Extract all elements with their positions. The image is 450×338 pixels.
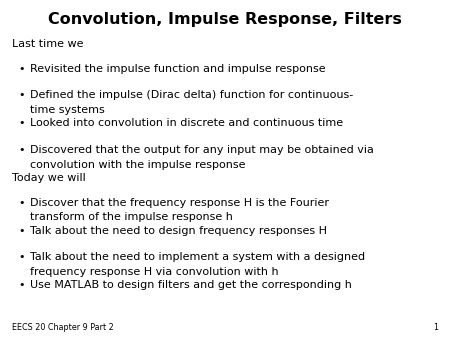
- Text: •: •: [19, 226, 25, 236]
- Text: Discovered that the output for any input may be obtained via: Discovered that the output for any input…: [30, 145, 374, 155]
- Text: •: •: [19, 91, 25, 100]
- Text: time systems: time systems: [30, 105, 105, 115]
- Text: •: •: [19, 252, 25, 263]
- Text: •: •: [19, 145, 25, 155]
- Text: •: •: [19, 281, 25, 290]
- Text: Talk about the need to implement a system with a designed: Talk about the need to implement a syste…: [30, 252, 365, 263]
- Text: •: •: [19, 64, 25, 74]
- Text: Talk about the need to design frequency responses H: Talk about the need to design frequency …: [30, 226, 327, 236]
- Text: Revisited the impulse function and impulse response: Revisited the impulse function and impul…: [30, 64, 326, 74]
- Text: convolution with the impulse response: convolution with the impulse response: [30, 160, 246, 169]
- Text: Discover that the frequency response H is the Fourier: Discover that the frequency response H i…: [30, 198, 329, 208]
- Text: Convolution, Impulse Response, Filters: Convolution, Impulse Response, Filters: [48, 12, 402, 27]
- Text: •: •: [19, 119, 25, 128]
- Text: Today we will: Today we will: [12, 173, 86, 183]
- Text: 1: 1: [433, 323, 438, 332]
- Text: Last time we: Last time we: [12, 39, 84, 49]
- Text: Looked into convolution in discrete and continuous time: Looked into convolution in discrete and …: [30, 119, 343, 128]
- Text: frequency response H via convolution with h: frequency response H via convolution wit…: [30, 267, 279, 277]
- Text: •: •: [19, 198, 25, 208]
- Text: EECS 20 Chapter 9 Part 2: EECS 20 Chapter 9 Part 2: [12, 323, 114, 332]
- Text: Defined the impulse (Dirac delta) function for continuous-: Defined the impulse (Dirac delta) functi…: [30, 91, 353, 100]
- Text: Use MATLAB to design filters and get the corresponding h: Use MATLAB to design filters and get the…: [30, 281, 352, 290]
- Text: transform of the impulse response h: transform of the impulse response h: [30, 213, 233, 222]
